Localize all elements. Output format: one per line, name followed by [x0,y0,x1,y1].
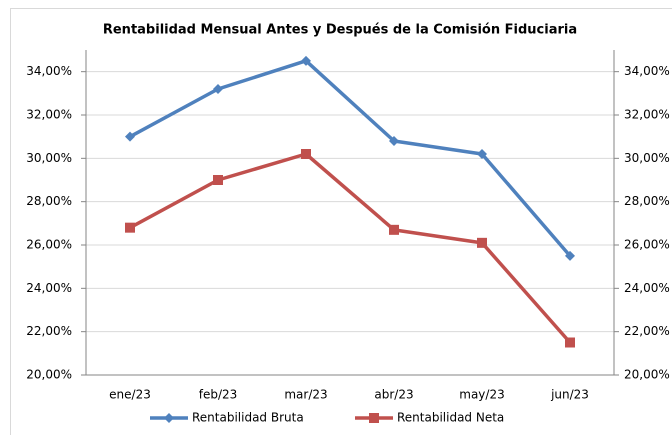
point [565,250,575,261]
x-tick-label: ene/23 [109,388,151,402]
point [125,222,135,233]
y2-tick-label: 32,00% [624,108,670,122]
y2-tick-label: 22,00% [624,324,670,338]
y-tick-label: 26,00% [26,238,72,252]
y-tick-label: 28,00% [26,194,72,208]
legend-marker [164,413,174,423]
y-tick-label: 22,00% [26,324,72,338]
y-tick-label: 24,00% [26,281,72,295]
legend-label: Rentabilidad Bruta [192,411,304,425]
point [213,175,223,185]
chart-title: Rentabilidad Mensual Antes y Después de … [103,23,577,38]
x-tick-label: mar/23 [284,388,327,402]
point [301,149,311,159]
y2-tick-label: 28,00% [624,194,670,208]
y-tick-label: 30,00% [26,151,72,165]
y2-tick-label: 26,00% [624,238,670,252]
legend-marker [369,413,379,423]
y-tick-label: 32,00% [26,108,72,122]
y-tick-label: 34,00% [26,64,72,78]
point [477,237,487,248]
y-tick-label: 20,00% [26,368,72,382]
series-line [129,59,572,257]
x-tick-label: abr/23 [374,388,413,402]
point [213,84,223,94]
series-line [129,152,572,344]
point [389,224,399,235]
y2-tick-label: 34,00% [624,64,670,78]
y2-tick-label: 30,00% [624,151,670,165]
y2-tick-label: 24,00% [624,281,670,295]
x-tick-label: jun/23 [550,388,589,402]
point [125,131,135,142]
legend-label: Rentabilidad Neta [397,411,504,425]
x-tick-label: feb/23 [199,388,238,402]
x-tick-label: may/23 [459,388,504,402]
point [565,337,575,348]
chart-frame [10,8,672,435]
point [477,149,487,159]
y2-tick-label: 20,00% [624,368,670,382]
point [301,55,311,66]
point [389,136,399,146]
